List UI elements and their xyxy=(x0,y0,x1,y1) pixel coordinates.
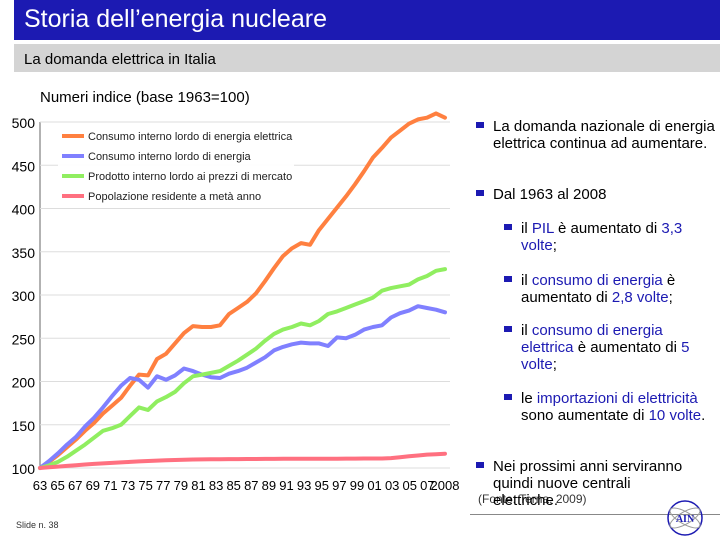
x-tick-label: 03 xyxy=(385,478,399,493)
x-tick-label: 01 xyxy=(367,478,381,493)
footer-divider xyxy=(470,514,720,515)
ain-logo: AIN xyxy=(667,500,703,536)
y-tick-label: 150 xyxy=(12,418,36,434)
bullet-square-icon xyxy=(476,462,484,469)
bullet-square-icon xyxy=(504,276,512,283)
x-tick-label: 2008 xyxy=(431,478,460,493)
legend-label: Consumo interno lordo di energia elettri… xyxy=(88,131,293,143)
bullet-square-icon xyxy=(504,326,512,333)
x-tick-label: 75 xyxy=(138,478,152,493)
chart-title: Numeri indice (base 1963=100) xyxy=(40,89,250,106)
y-tick-label: 500 xyxy=(12,115,36,131)
bullet-future: Nei prossimi anni serviranno quindi nuov… xyxy=(476,458,716,509)
bullet-square-icon xyxy=(504,224,512,231)
source-note: (Fonte: Terna, 2009) xyxy=(478,492,587,506)
y-tick-label: 200 xyxy=(12,375,36,391)
sub-bullet-electricity: il consumo di energia elettrica è aument… xyxy=(504,322,720,373)
x-tick-label: 63 xyxy=(33,478,47,493)
x-tick-label: 67 xyxy=(68,478,82,493)
series-lines xyxy=(38,111,447,470)
series-line xyxy=(38,451,447,470)
y-tick-label: 300 xyxy=(12,288,36,304)
x-tick-label: 81 xyxy=(191,478,205,493)
y-tick-label: 400 xyxy=(12,202,36,218)
bullet-period: Dal 1963 al 2008 xyxy=(476,186,716,203)
x-tick-label: 89 xyxy=(262,478,276,493)
bullet-square-icon xyxy=(504,394,512,401)
x-tick-label: 87 xyxy=(244,478,258,493)
x-tick-labels: 63 65 67 69 71 73 75 77 79 81 83 85 87 89 91 93 95 97 99 01… xyxy=(33,478,460,493)
sub-bullet-pil: il PIL è aumentato di 3,3 volte; xyxy=(504,220,720,254)
sub-bullet-imports: le importazioni di elettricità sono aume… xyxy=(504,390,720,424)
subtitle-bar: La domanda elettrica in Italia xyxy=(14,44,720,72)
y-tick-label: 350 xyxy=(12,245,36,261)
x-tick-label: 97 xyxy=(332,478,346,493)
slide-number: Slide n. 38 xyxy=(16,520,59,530)
sub-bullet-energy: il consumo di energia è aumentato di 2,8… xyxy=(504,272,720,306)
chart: Numeri indice (base 1963=100) 100 150 200 2… xyxy=(0,78,475,510)
chart-svg: Numeri indice (base 1963=100) 100 150 200 2… xyxy=(12,89,460,493)
page-subtitle: La domanda elettrica in Italia xyxy=(24,51,216,68)
legend: Consumo interno lordo di energia elettri… xyxy=(58,128,294,203)
bullet-demand: La domanda nazionale di energia elettric… xyxy=(476,118,716,152)
series-line xyxy=(38,111,447,470)
legend-label: Popolazione residente a metà anno xyxy=(88,191,261,203)
x-tick-label: 65 xyxy=(50,478,64,493)
y-tick-label: 250 xyxy=(12,331,36,347)
y-tick-label: 450 xyxy=(12,158,36,174)
svg-text:AIN: AIN xyxy=(676,514,695,525)
page-title: Storia dell’energia nucleare xyxy=(24,5,327,33)
x-tick-label: 79 xyxy=(174,478,188,493)
x-tick-label: 85 xyxy=(226,478,240,493)
legend-box xyxy=(58,128,294,200)
legend-label: Prodotto interno lordo ai prezzi di merc… xyxy=(88,171,292,183)
y-tick-labels: 100 150 200 250 300 350 400 450 500 xyxy=(12,115,36,477)
x-tick-label: 69 xyxy=(86,478,100,493)
y-tick-label: 100 xyxy=(12,461,36,477)
legend-label: Consumo interno lordo di energia xyxy=(88,151,252,163)
x-tick-label: 93 xyxy=(297,478,311,493)
x-tick-label: 05 xyxy=(403,478,417,493)
series-line xyxy=(38,304,447,470)
title-bar: Storia dell’energia nucleare xyxy=(14,0,720,40)
x-tick-label: 73 xyxy=(121,478,135,493)
bullet-square-icon xyxy=(476,190,484,197)
x-tick-label: 77 xyxy=(156,478,170,493)
x-tick-label: 71 xyxy=(103,478,117,493)
x-tick-label: 95 xyxy=(315,478,329,493)
x-tick-label: 91 xyxy=(279,478,293,493)
x-tick-label: 99 xyxy=(350,478,364,493)
x-tick-label: 07 xyxy=(420,478,434,493)
series-line xyxy=(38,267,447,470)
bullet-square-icon xyxy=(476,122,484,129)
gridlines xyxy=(40,121,450,469)
x-tick-label: 83 xyxy=(209,478,223,493)
